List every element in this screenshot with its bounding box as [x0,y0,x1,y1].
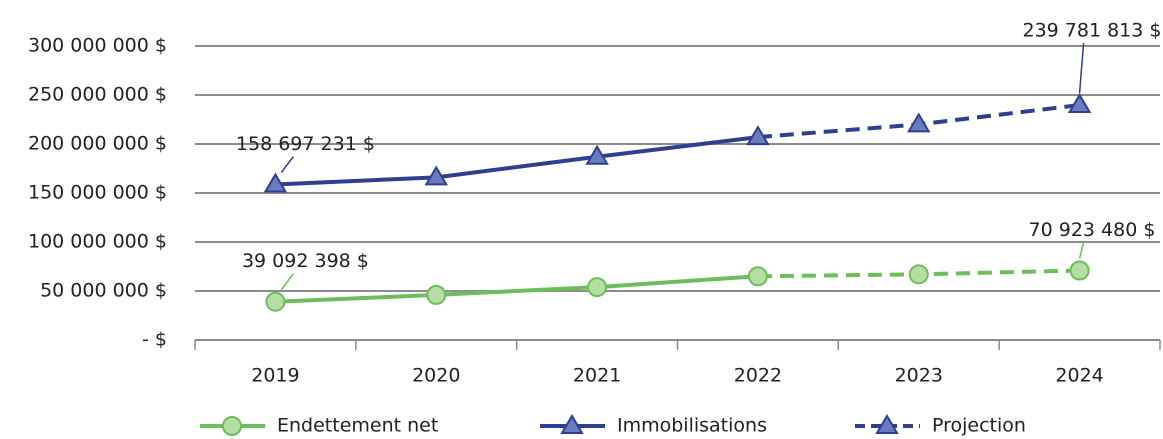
point [263,172,288,193]
data-label: 158 697 231 $ [236,133,375,155]
legend-marker [560,414,584,434]
y-tick-label: 250 000 000 $ [28,84,167,106]
x-tick-label: 2020 [412,365,460,387]
y-tick-label: 100 000 000 $ [28,231,167,253]
point [908,264,929,285]
x-tick-label: 2021 [573,365,621,387]
legend-marker [222,416,242,436]
point [424,165,448,186]
data-label: 70 923 480 $ [1029,219,1156,241]
point [587,277,608,298]
y-tick-label: 150 000 000 $ [28,182,167,204]
point [585,144,609,165]
leader-line [280,273,295,291]
leader-line [1078,42,1085,94]
point [747,266,768,287]
point [265,291,286,312]
data-label: 39 092 398 $ [242,250,369,272]
x-tick-label: 2022 [734,365,782,387]
legend-label: Immobilisations [617,415,767,437]
x-tick-label: 2024 [1055,365,1103,387]
point [1069,260,1090,281]
point [907,112,931,133]
legend-label: Projection [932,415,1026,437]
data-label: 239 781 813 $ [1022,20,1161,42]
x-tick-label: 2023 [895,365,943,387]
point [426,284,447,305]
legend-label: Endettement net [277,415,438,437]
x-tick-label: 2019 [251,365,299,387]
y-tick-label: 50 000 000 $ [40,280,167,302]
legend-marker [875,414,899,434]
series-line [275,274,759,304]
leader-line [280,156,295,173]
point [1067,93,1092,114]
leader-line [1078,242,1085,259]
y-tick-label: 200 000 000 $ [28,133,167,155]
series-line [275,135,759,187]
y-tick-label: 300 000 000 $ [28,35,167,57]
point [746,125,770,146]
y-tick-label: - $ [142,329,167,351]
